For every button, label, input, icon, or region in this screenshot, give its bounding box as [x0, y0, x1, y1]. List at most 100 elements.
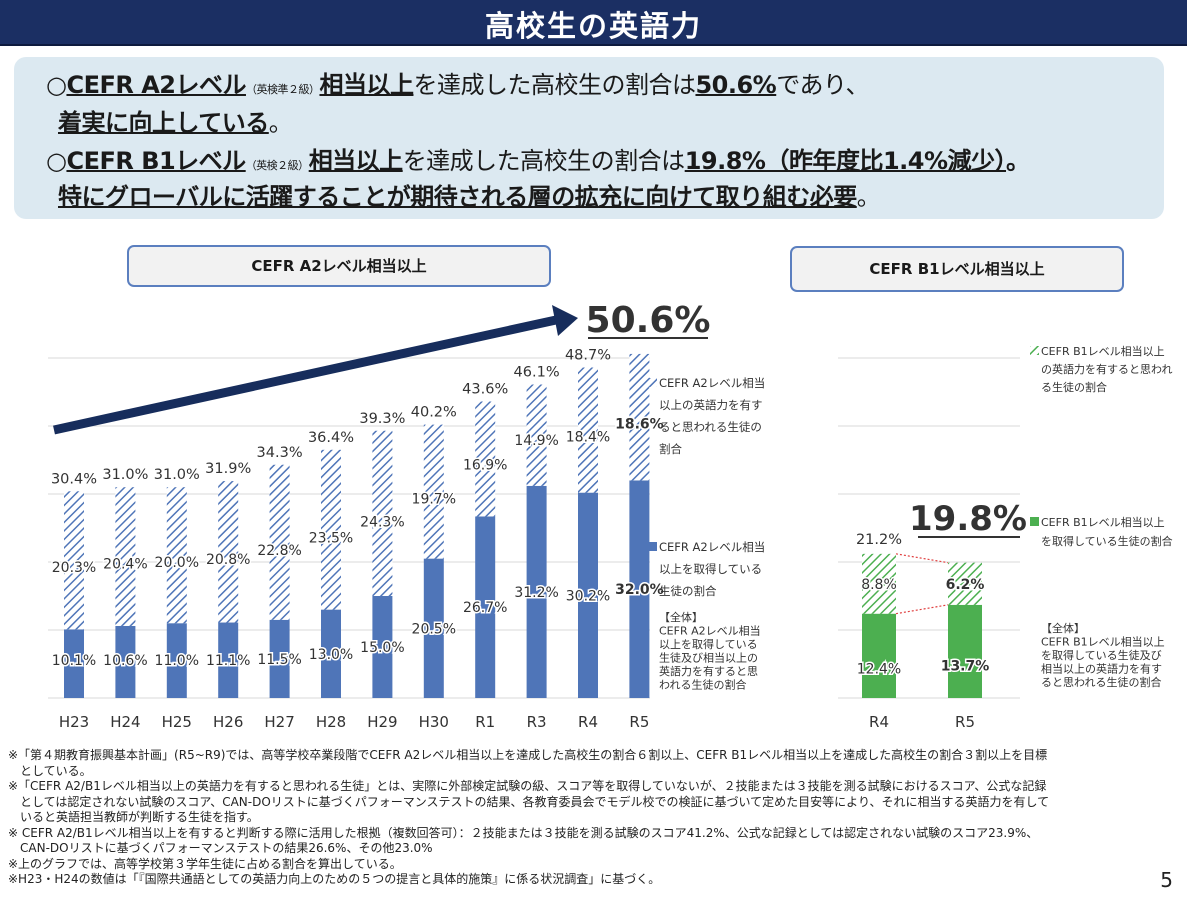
- bar-segment-acquired: [115, 625, 136, 698]
- data-label-total: 34.3%: [257, 445, 303, 461]
- data-label-total: 31.9%: [205, 461, 251, 477]
- bar-segment-estimated: [862, 553, 896, 614]
- data-label-upper: 20.3%: [52, 560, 96, 576]
- data-label-upper: 14.9%: [514, 433, 558, 449]
- data-label-upper: 18.6%: [615, 416, 664, 432]
- data-label-upper: 6.2%: [946, 577, 985, 593]
- connector-line: [895, 604, 949, 615]
- legend-total-label: 以上を取得している: [659, 638, 758, 651]
- legend-total-label: ると思われる生徒の割合: [1041, 675, 1161, 689]
- data-label-lower: 15.0%: [360, 640, 404, 656]
- bar-segment-acquired: [526, 485, 547, 698]
- a2-value: 50.6%: [695, 71, 777, 99]
- bar-segment-acquired: [578, 492, 598, 698]
- footnote: ※ CEFR A2/B1レベル相当以上を有すると判断する際に活用した根拠（複数回…: [8, 825, 1039, 840]
- page-number: 5: [1160, 868, 1173, 892]
- data-label-upper: 18.4%: [566, 429, 610, 445]
- data-label-upper: 19.7%: [412, 491, 456, 507]
- bar-segment-estimated: [218, 481, 239, 623]
- b1-gridlines: [838, 357, 1020, 699]
- legend-label: る生徒の割合: [1041, 380, 1107, 394]
- bar-segment-estimated: [948, 562, 982, 605]
- x-tick-label: R5: [955, 713, 975, 731]
- bar-segment-estimated: [578, 367, 598, 493]
- bar-segment-acquired: [218, 622, 239, 698]
- x-tick-label: H28: [316, 713, 346, 731]
- x-tick-label: R5: [629, 713, 649, 731]
- footnote: ※上のグラフでは、高等学校第３学年生徒に占める割合を算出している。: [8, 856, 402, 871]
- need-text: 特にグローバルに活躍することが期待される層の拡充に向けて取り組む必要: [58, 183, 857, 211]
- legend-total-label: われる生徒の割合: [659, 678, 746, 692]
- data-label-total: 43.6%: [462, 382, 508, 398]
- improving-text: 着実に向上している: [58, 109, 269, 137]
- bar-segment-acquired: [475, 516, 496, 698]
- data-label-upper: 20.0%: [155, 555, 199, 571]
- trend-arrow: [53, 315, 557, 435]
- data-label-upper: 16.9%: [463, 458, 507, 474]
- legend-total-label: 【全体】: [659, 610, 703, 624]
- footnote: ※「第４期教育振興基本計画」(R5~R9)では、高等学校卒業段階でCEFR A2…: [8, 748, 1048, 762]
- data-label-upper: 24.3%: [360, 515, 404, 531]
- legend-total-label: を取得している生徒及び: [1041, 648, 1162, 662]
- bar-segment-estimated: [64, 491, 84, 630]
- phrase-above: 相当以上: [319, 71, 414, 99]
- cefr-b1-label: CEFR B1レベル: [66, 147, 246, 175]
- bar-segment-acquired: [372, 596, 393, 698]
- data-label-total: 30.4%: [51, 471, 97, 487]
- x-tick-label: H29: [367, 713, 397, 731]
- bar-segment-acquired: [629, 480, 650, 698]
- footnote: ※H23・H24の数値は「『国際共通語としての英語力向上のための５つの提言と具体…: [8, 872, 661, 886]
- legend-total-label: 【全体】: [1041, 621, 1085, 635]
- legend-label: CEFR A2レベル相当: [659, 540, 765, 554]
- b1-highlight-value: 19.8%: [909, 499, 1027, 539]
- legend-swatch-solid: [648, 542, 657, 551]
- footnote: としている。: [8, 763, 92, 778]
- data-label-lower: 13.7%: [941, 658, 990, 674]
- legend-label: 生徒の割合: [659, 584, 717, 598]
- data-label-lower: 13.0%: [309, 647, 353, 663]
- bar-segment-acquired: [269, 619, 290, 698]
- legend-label: CEFR B1レベル相当以上: [1041, 344, 1165, 358]
- legend-swatch-hatched: [648, 378, 657, 387]
- x-tick-label: R3: [527, 713, 547, 731]
- eiken-note: （英検２級）: [245, 159, 310, 172]
- x-tick-label: H23: [59, 713, 89, 731]
- summary-tail: であり、: [776, 71, 870, 99]
- b1-bars: [862, 553, 982, 698]
- bar-segment-acquired: [64, 629, 84, 698]
- summary-mid: を達成した高校生の割合は: [413, 71, 696, 99]
- x-tick-label: H24: [110, 713, 140, 731]
- data-label-lower: 11.0%: [155, 653, 199, 669]
- data-label-total: 48.7%: [565, 348, 611, 364]
- bar-segment-acquired: [862, 613, 896, 698]
- chart-b1-title: CEFR B1レベル相当以上: [790, 246, 1124, 292]
- summary-tail: 。: [1006, 147, 1030, 175]
- footnote: CAN-DOリストに基づくパフォーマンステストの結果26.6%、その他23.0%: [8, 841, 433, 855]
- bar-segment-estimated: [115, 487, 136, 626]
- data-label-total: 36.4%: [308, 430, 354, 446]
- data-label-upper: 8.8%: [861, 577, 897, 593]
- data-label-total: 31.0%: [154, 467, 200, 483]
- charts-area: H23 10.1% 20.3% 30.4% H24 10.6% 20.4% 31.0% H25 1…: [48, 300, 1173, 731]
- x-tick-label: H30: [419, 713, 449, 731]
- bar-segment-estimated: [526, 384, 547, 486]
- summary-tail: 。: [268, 109, 293, 137]
- bar-segment-acquired: [166, 623, 187, 698]
- legend-label: 割合: [659, 442, 682, 456]
- bar-segment-estimated: [423, 424, 444, 559]
- trend-arrow-head: [552, 305, 578, 336]
- chart-labels: H23 10.1% 20.3% 30.4% H24 10.6% 20.4% 31.0% H25 1…: [50, 300, 1173, 731]
- bar-segment-estimated: [475, 401, 496, 517]
- data-label-lower: 30.2%: [566, 588, 610, 604]
- legend-label: を取得している生徒の割合: [1041, 534, 1173, 548]
- legend-label: ると思われる生徒の: [659, 420, 762, 434]
- page-title: 高校生の英語力: [484, 9, 702, 43]
- a2-bars: [64, 353, 650, 698]
- legend-label: CEFR B1レベル相当以上: [1041, 515, 1165, 529]
- phrase-above: 相当以上: [308, 147, 404, 175]
- bar-segment-estimated: [372, 430, 393, 596]
- bullet: ○: [46, 71, 67, 99]
- x-tick-label: H25: [162, 713, 192, 731]
- footnote: いると英語担当教師が判断する生徒を指す。: [8, 810, 259, 824]
- data-label-upper: 20.4%: [103, 556, 147, 572]
